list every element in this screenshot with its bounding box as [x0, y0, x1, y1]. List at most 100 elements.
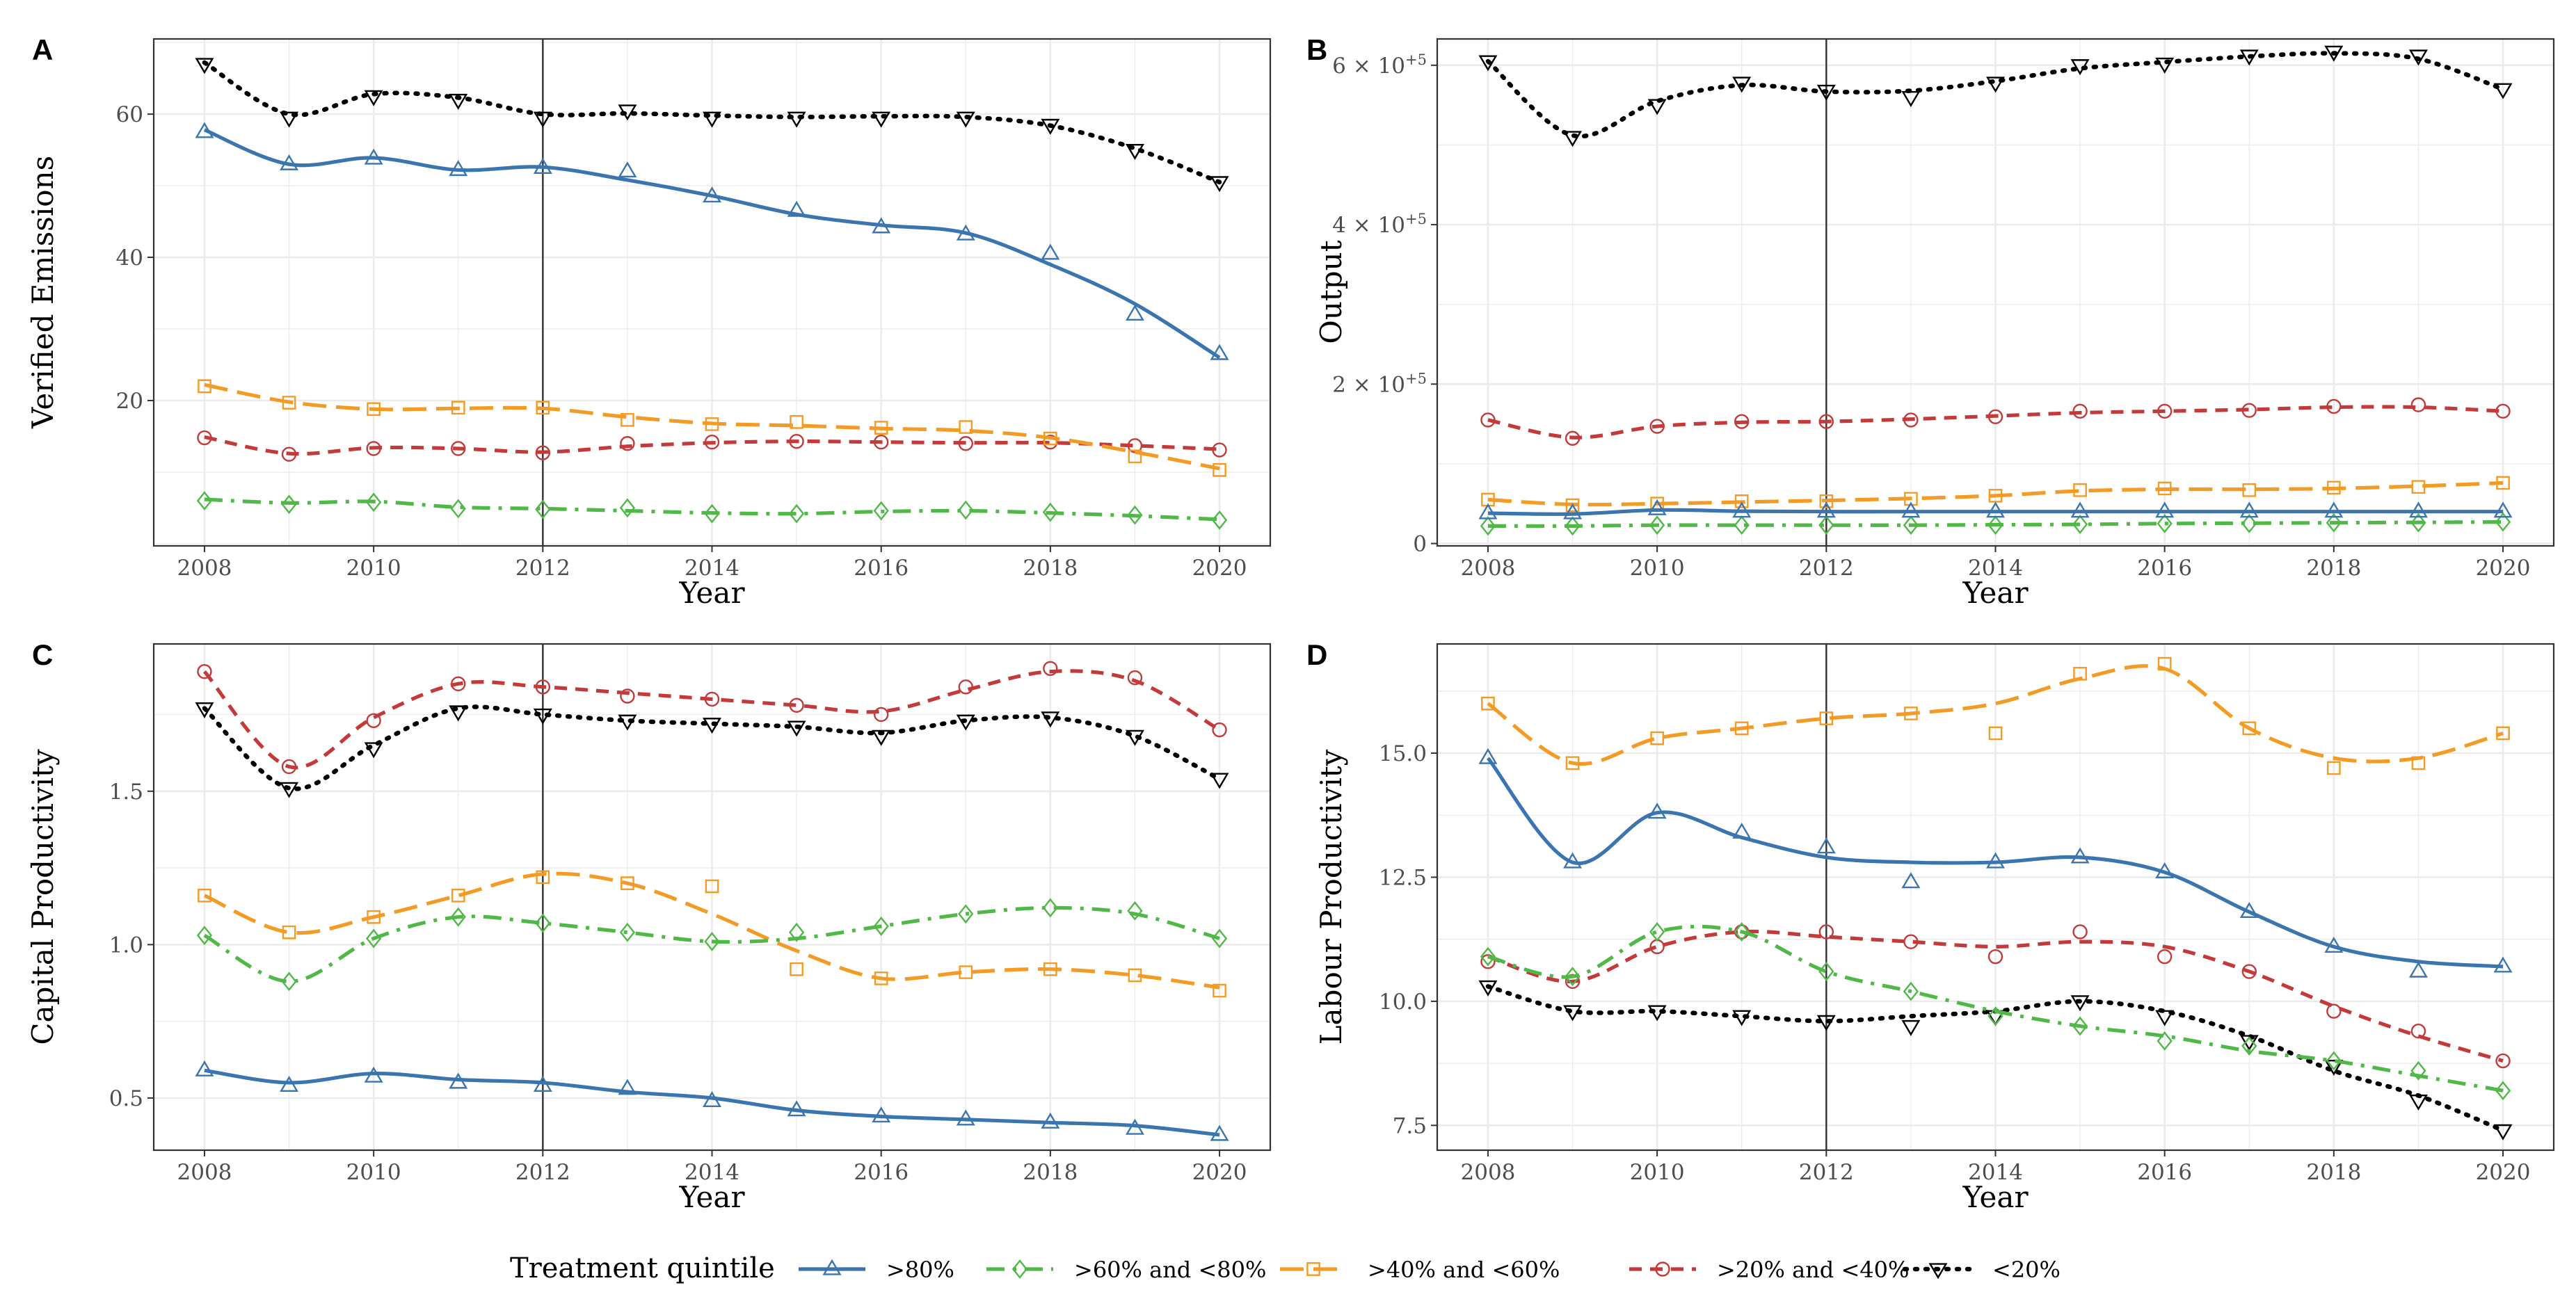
panel-b-q80-point — [1986, 501, 2005, 518]
panel-c-ytick-label: 1.5 — [109, 780, 143, 805]
panel-d-q40-point — [2157, 656, 2172, 671]
panel-b-q60-point — [1818, 515, 1834, 535]
panel-d-xtick-label: 2012 — [1799, 1160, 1854, 1185]
panel-c-q60-point — [365, 928, 382, 949]
panel-b-q0-point — [1647, 99, 1667, 115]
panel-d-q40-point — [1565, 756, 1580, 771]
panel-b-q20-point — [1818, 414, 1834, 429]
panel-a-xtick-label: 2008 — [177, 556, 232, 581]
panel-d-q60-point — [1565, 967, 1581, 987]
panel-d-series-q60 — [1480, 922, 2511, 1101]
panel-b-ytick-label: 6 × 10+5 — [1332, 51, 1427, 79]
panel-a-series-q60 — [196, 491, 1228, 530]
panel-a-q0-point — [195, 58, 214, 74]
panel-b-xtick-label: 2012 — [1799, 556, 1854, 581]
panel-a-q0-point — [449, 93, 468, 110]
panel-b-q0-point — [1816, 84, 1836, 101]
panel-c-q20-point — [704, 691, 720, 707]
panel-c-q60-point — [1042, 898, 1058, 918]
panel-a-y-title: Verified Emissions — [26, 156, 60, 429]
panel-a-q20-point — [704, 434, 720, 450]
panel-d-x-title: Year — [1962, 1180, 2029, 1214]
panel-c-q20-point — [535, 679, 551, 695]
panel-c-q80-point — [1210, 1124, 1229, 1141]
panel-a-q60-point — [450, 499, 466, 519]
panel-c-y-title: Capital Productivity — [26, 749, 60, 1045]
panel-b-q60-point — [1480, 516, 1496, 536]
panel-d-ytick-label: 10.0 — [1379, 990, 1427, 1015]
panel-d: D 2008 2010 2012 2014 2016 2018 2020 7.5 10.0 12.5… — [1306, 638, 2555, 1214]
panel-c-q20-point — [1212, 722, 1227, 738]
panel-d-q40-line — [1487, 664, 2504, 766]
panel-b-q80-point — [1901, 501, 1921, 518]
panel-a-ytick-label: 60 — [116, 102, 143, 127]
panel-d-q40-point — [2242, 721, 2257, 736]
panel-a-q40-point — [790, 415, 803, 429]
panel-b-xtick-label: 2010 — [1630, 556, 1685, 581]
panel-c-q60-point — [873, 916, 889, 936]
panel-a-q20-line — [204, 435, 1220, 456]
panel-d-q60-point — [2410, 1060, 2426, 1081]
panel-a-q0-point — [618, 104, 637, 121]
panel-b-q60-point — [1734, 515, 1750, 535]
panel-b-xtick-label: 2020 — [2476, 556, 2531, 581]
legend-q40-marker — [1306, 1262, 1320, 1276]
legend-item-q40: >40% and <60% — [1280, 1257, 1560, 1283]
legend-q80-label: >80% — [886, 1257, 954, 1283]
panel-d-q60-point — [2072, 1016, 2088, 1036]
panel-b-grid — [1437, 39, 2554, 546]
panel-c-q40-point — [874, 971, 888, 985]
panel-a-q40-point — [536, 401, 550, 415]
panel-b-q20-point — [2241, 403, 2257, 418]
panel-a-q40-point — [959, 420, 973, 434]
panel-a-q0-point — [533, 111, 552, 128]
panel-d-series-q80 — [1478, 748, 2513, 978]
panel-a-q80-point — [956, 224, 975, 241]
panel-a-q40-point — [874, 421, 888, 435]
panel-b-q0-point — [1986, 76, 2005, 93]
panel-b-q80-line — [1487, 508, 2504, 516]
panel-c-q60-point — [958, 904, 974, 924]
panel-a-xtick-label: 2020 — [1192, 556, 1247, 581]
panel-a-q20-point — [1212, 442, 1227, 458]
panel-d-q40-point — [1481, 696, 1495, 711]
panel-b-q40-point — [2411, 480, 2426, 494]
panel-a-q20-point — [789, 433, 804, 449]
panel-b-q60-point — [1987, 515, 2003, 535]
panel-c-q40-point — [1043, 962, 1057, 976]
panel-b-series-q80 — [1478, 499, 2513, 519]
panel-a-q80-point — [364, 148, 383, 165]
panel-b-series-q20 — [1480, 397, 2511, 446]
panel-b-q80-point — [1478, 503, 1498, 519]
panel-d-q80-line — [1486, 757, 2504, 969]
panel-d-q60-point — [2495, 1081, 2511, 1101]
legend-q0-marker — [1928, 1263, 1948, 1280]
panel-a-q20-point — [620, 436, 635, 451]
panel-b-q80-point — [2324, 501, 2344, 518]
panel-d-q60-point — [2157, 1031, 2173, 1051]
panel-c-q0-point — [195, 702, 214, 719]
panel-d-q80-point — [1563, 852, 1583, 869]
panel-a-q80-point — [533, 157, 552, 174]
legend-q60-marker — [1011, 1259, 1028, 1279]
panel-c-q60-point — [281, 971, 297, 992]
panel-c-q80-point — [1041, 1112, 1060, 1129]
panel-a-q60-point — [704, 503, 720, 524]
panel-b-q0-point — [2493, 83, 2513, 99]
panel-c-series — [195, 661, 1229, 1141]
panel-c-ytick-label: 0.5 — [109, 1086, 143, 1111]
panel-a-q60-point — [196, 491, 213, 511]
panel-b-q80-point — [1732, 501, 1752, 518]
panel-d-q20-point — [2072, 924, 2088, 939]
panel-a-x-title: Year — [678, 576, 745, 610]
legend-q60-label: >60% and <80% — [1074, 1257, 1266, 1283]
panel-b-q60-point — [2072, 515, 2088, 534]
panel-a-q20-point — [281, 446, 297, 462]
panel-b-q0-point — [1901, 91, 1921, 108]
panel-a-xtick-label: 2016 — [854, 556, 909, 581]
panel-c-q0-point — [533, 708, 552, 725]
panel-d-q40-point — [2073, 666, 2087, 681]
panel-a-letter: A — [32, 33, 53, 66]
panel-b-q60-point — [1565, 516, 1581, 536]
panel-b-q20-point — [2072, 403, 2088, 419]
